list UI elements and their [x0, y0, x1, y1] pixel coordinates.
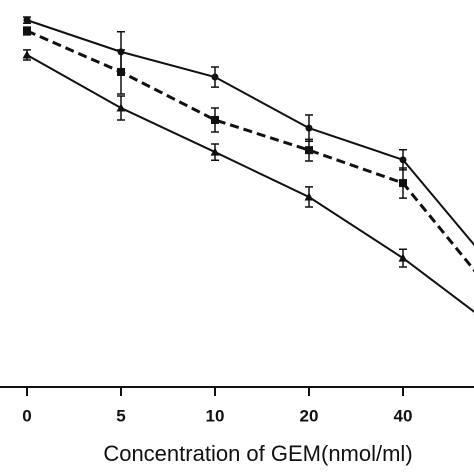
marker [210, 147, 220, 156]
marker [305, 146, 313, 155]
x-tick-label: 5 [116, 406, 125, 425]
marker [304, 192, 314, 201]
marker [22, 50, 32, 59]
marker [399, 179, 407, 188]
marker [399, 156, 407, 164]
marker [116, 103, 126, 112]
x-tick-label: 40 [394, 406, 413, 425]
marker [211, 115, 219, 124]
x-axis-title: Concentration of GEM(nmol/ml) [103, 441, 412, 466]
marker [117, 67, 125, 76]
marker [305, 124, 313, 132]
series-line [26, 29, 474, 273]
x-tick-label: 10 [206, 406, 225, 425]
marker [23, 26, 31, 35]
marker [398, 253, 408, 262]
x-tick-label: 0 [22, 406, 31, 425]
series-line [26, 54, 474, 313]
marker [23, 16, 31, 24]
series-line [26, 19, 474, 247]
x-tick-label: 20 [300, 406, 319, 425]
marker [211, 73, 219, 81]
